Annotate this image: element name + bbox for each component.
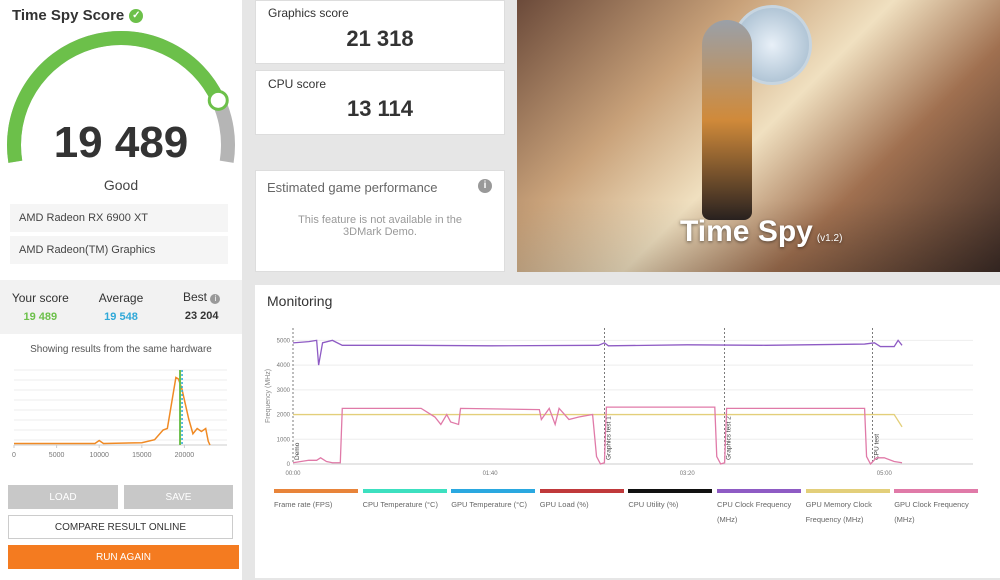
graphics-score-value: 21 318 [346, 26, 414, 51]
gauge-knob [207, 89, 229, 111]
x-tick-label: 05:00 [877, 471, 893, 477]
your-score-value: 19 489 [23, 311, 58, 323]
y-tick-label: 1000 [277, 437, 291, 443]
check-circle-icon: ✓ [129, 8, 144, 23]
legend-label: CPU Temperature (°C) [362, 500, 438, 509]
legend-label: Frame rate (FPS) [274, 500, 333, 509]
cpu-score-card: CPU score 13 114 [255, 70, 505, 135]
legend-item[interactable]: CPU Clock Frequency (MHz) [717, 489, 801, 527]
legend-label: GPU Load (%) [539, 500, 589, 509]
y-tick-label: 5000 [277, 338, 291, 344]
cpu-score-label: CPU score [268, 77, 327, 91]
graphics-score-label: Graphics score [268, 6, 349, 20]
score-panel: Time Spy Score ✓ 19 489 Good AMD Radeon R… [0, 0, 242, 580]
monitoring-title: Monitoring [267, 293, 333, 309]
x-tick-label: 10000 [89, 452, 109, 459]
x-tick-label: 15000 [132, 452, 152, 459]
legend-swatch [717, 489, 801, 493]
benchmark-hero-image: Time Spy (v1.2) [517, 0, 1000, 272]
y-tick-label: 4000 [277, 363, 291, 369]
x-tick-label: 03:20 [680, 471, 696, 477]
info-icon[interactable]: i [210, 294, 221, 304]
average-label: Average [98, 291, 144, 305]
legend-label: CPU Utility (%) [628, 500, 679, 509]
average-value: 19 548 [104, 311, 138, 323]
your-score-label: Your score [11, 291, 69, 305]
best-label: Best [183, 290, 208, 304]
legend-label: GPU Clock Frequency (MHz) [894, 500, 969, 524]
x-tick-label: 00:00 [285, 471, 301, 477]
legend-swatch [362, 489, 447, 493]
estimated-game-performance-card: Estimated game performance i This featur… [255, 170, 505, 272]
gpu-name: AMD Radeon RX 6900 XT [10, 204, 228, 232]
legend-swatch [805, 489, 890, 493]
legend-swatch [539, 489, 624, 493]
x-tick-label: 20000 [175, 452, 195, 459]
phase-label: CPU test [873, 434, 880, 460]
score-gauge [7, 31, 235, 163]
run-again-button[interactable]: RUN AGAIN [8, 545, 239, 569]
y-tick-label: 0 [287, 462, 291, 468]
legend-item[interactable]: Frame rate (FPS) [274, 489, 358, 512]
y-tick-label: 3000 [277, 388, 291, 394]
best-value: 23 204 [184, 310, 219, 322]
load-button[interactable]: LOAD [8, 485, 118, 509]
score-title: Time Spy Score ✓ [12, 7, 144, 24]
save-button[interactable]: SAVE [124, 485, 233, 509]
legend-swatch [894, 489, 979, 493]
y-tick-label: 2000 [277, 413, 291, 419]
info-icon[interactable]: i [478, 179, 492, 193]
phase-label: Graphics test 2 [726, 416, 733, 460]
score-comparison: Your score 19 489 Average 19 548 Best i 23 … [0, 280, 242, 334]
gauge-fill [7, 31, 225, 163]
score-distribution-chart: 0 5000 10000 15000 20000 [12, 369, 227, 459]
phase-label: Demo [294, 442, 301, 460]
igpu-name: AMD Radeon(TM) Graphics [10, 236, 228, 264]
same-hardware-note: Showing results from the same hardware [30, 344, 212, 355]
legend-item[interactable]: CPU Temperature (°C) [362, 489, 447, 512]
legend-item[interactable]: CPU Utility (%) [628, 489, 713, 512]
legend-swatch [274, 489, 358, 493]
benchmark-title: Time Spy (v1.2) [680, 215, 843, 248]
compare-online-button[interactable]: COMPARE RESULT ONLINE [8, 515, 233, 539]
series-line [292, 339, 903, 366]
monitoring-chart: 0 1000 2000 3000 4000 5000 Frequency (MHz) 00:0… [265, 328, 973, 477]
legend-swatch [628, 489, 713, 493]
series-line [292, 406, 903, 466]
x-tick-label: 5000 [49, 452, 65, 459]
character-illustration [702, 20, 752, 220]
y-axis-label: Frequency (MHz) [265, 369, 272, 423]
x-tick-label: 01:40 [483, 471, 499, 477]
graphics-score-card: Graphics score 21 318 [255, 0, 505, 64]
legend-item[interactable]: GPU Clock Frequency (MHz) [894, 489, 979, 527]
legend-item[interactable]: GPU Temperature (°C) [451, 489, 536, 512]
phase-label: Graphics test 1 [605, 416, 612, 460]
legend-label: CPU Clock Frequency (MHz) [717, 500, 792, 524]
legend-label: GPU Temperature (°C) [451, 500, 527, 509]
total-score: 19 489 [53, 118, 189, 167]
series-line [293, 413, 903, 428]
x-tick-label: 0 [12, 452, 16, 459]
egp-unavailable-text: This feature is not available in the 3DM… [298, 214, 462, 238]
legend-item[interactable]: GPU Memory Clock Frequency (MHz) [805, 489, 890, 527]
egp-title: Estimated game performance [267, 180, 438, 195]
cpu-score-value: 13 114 [346, 96, 414, 121]
legend-label: GPU Memory Clock Frequency (MHz) [805, 500, 872, 524]
legend-item[interactable]: GPU Load (%) [539, 489, 624, 512]
distribution-line [14, 376, 211, 446]
legend-swatch [451, 489, 536, 493]
monitoring-panel: Monitoring 0 1000 2000 3000 4000 5000 Frequenc… [255, 285, 1000, 578]
score-rating: Good [103, 177, 139, 193]
